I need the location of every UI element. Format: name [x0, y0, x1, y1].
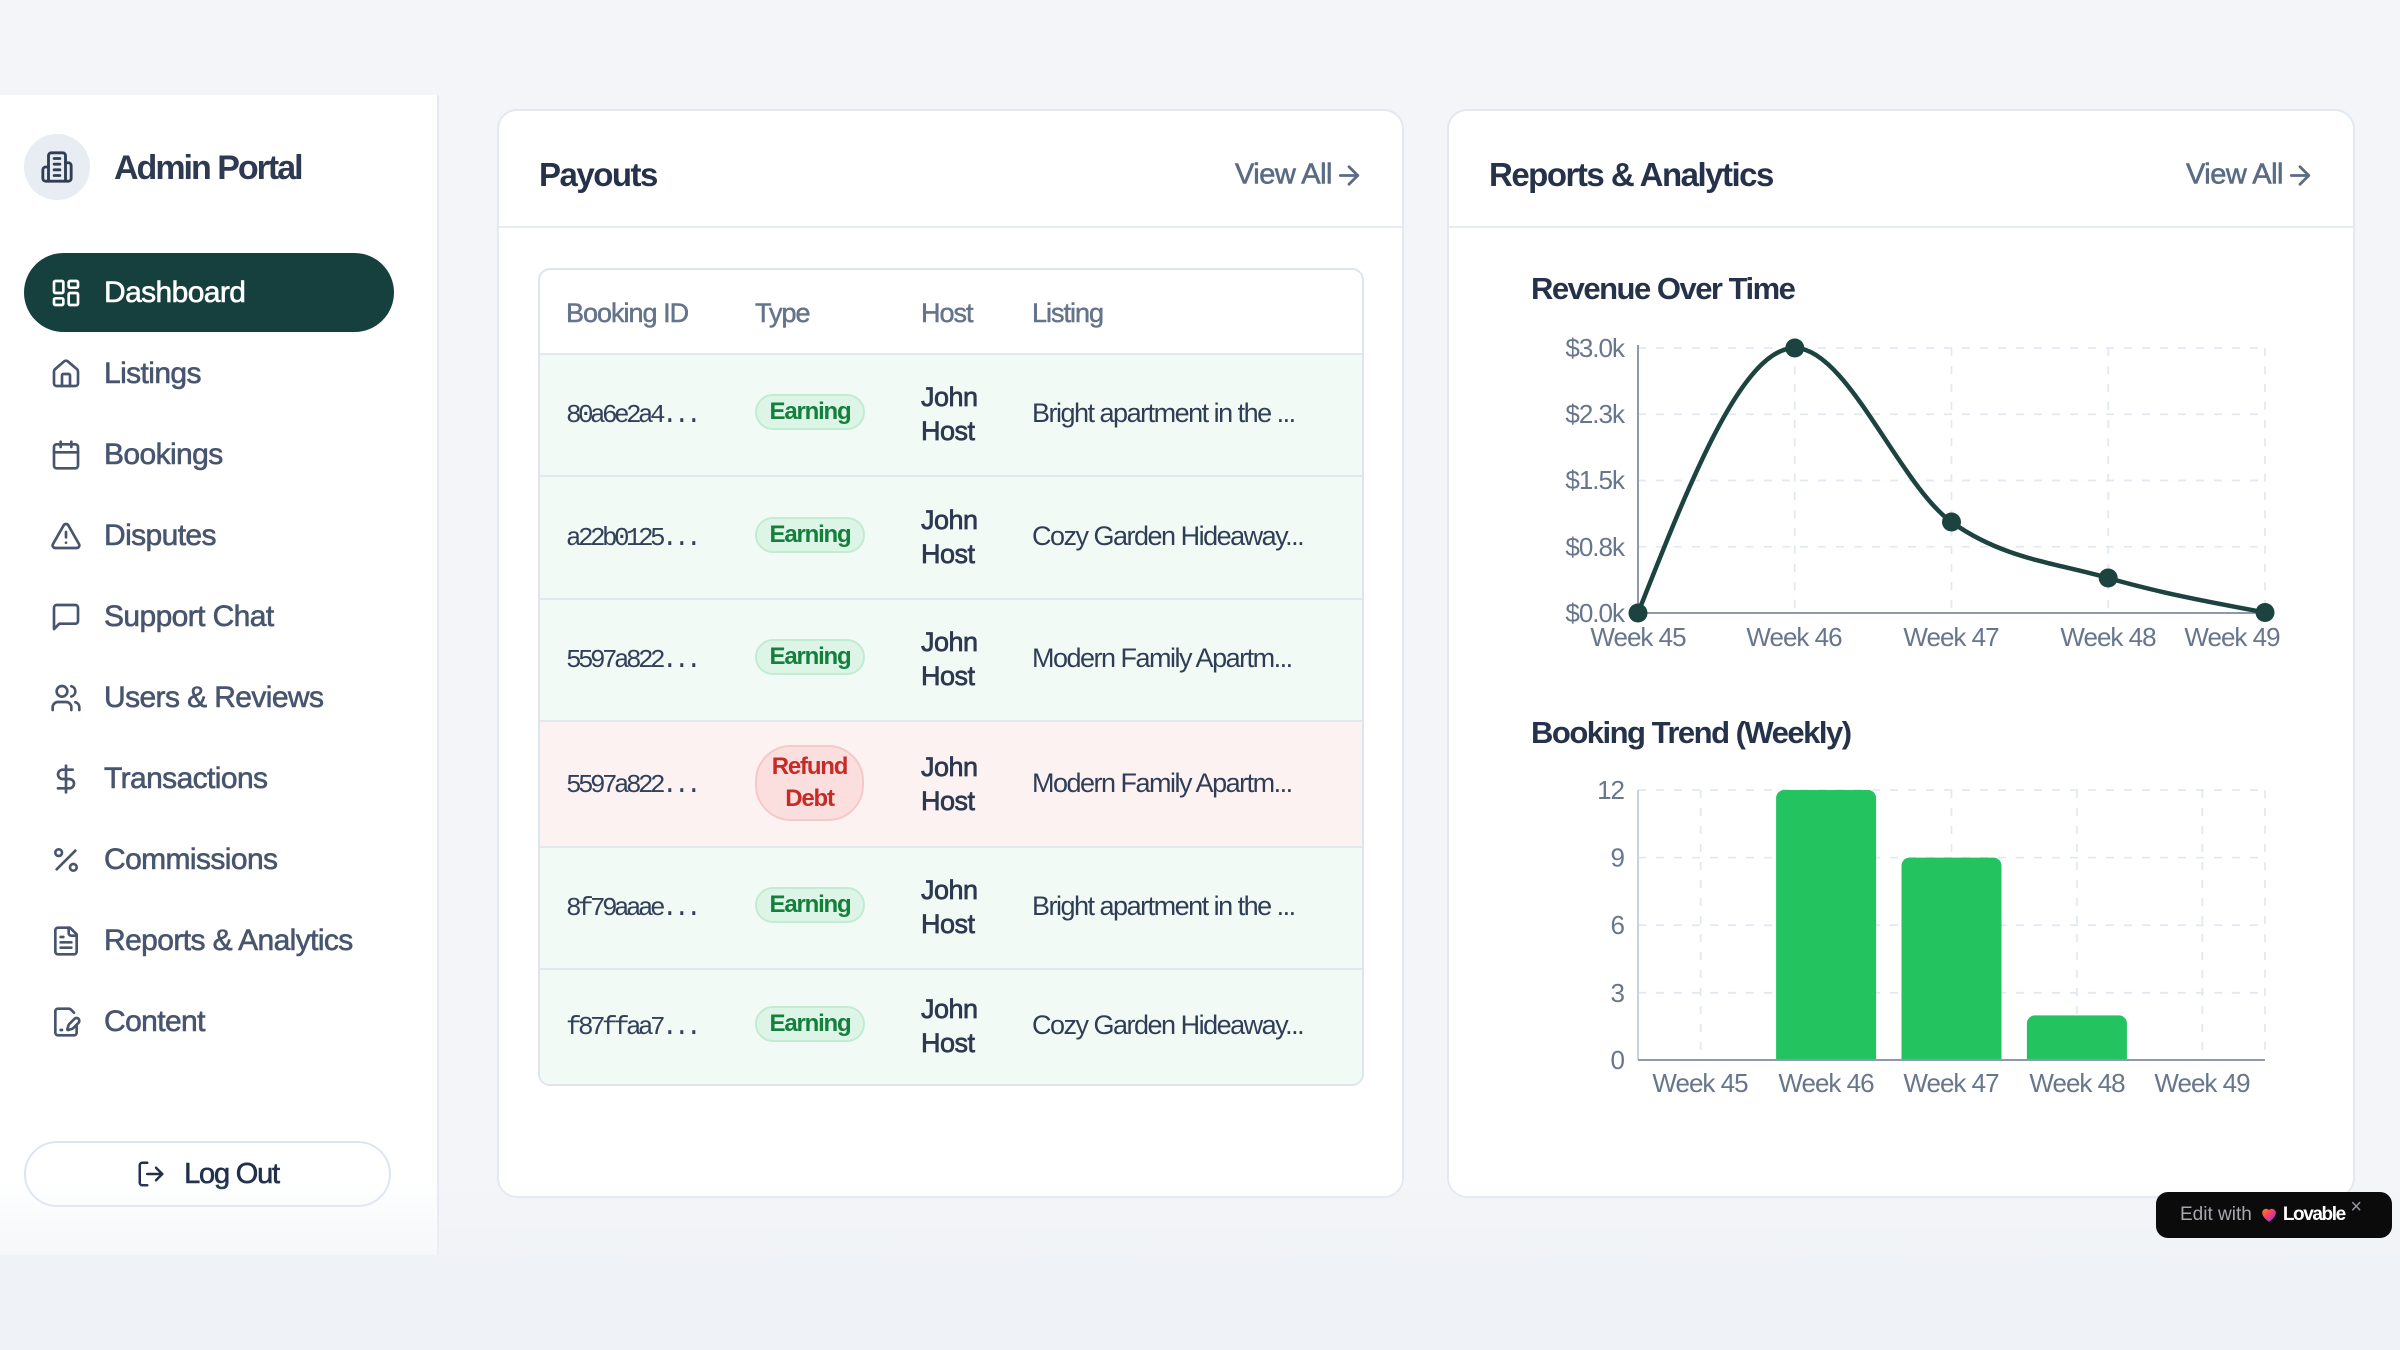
svg-text:$0.0k: $0.0k — [1565, 598, 1626, 628]
svg-text:0: 0 — [1611, 1045, 1625, 1075]
svg-text:Week 46: Week 46 — [1746, 622, 1842, 652]
svg-text:6: 6 — [1611, 910, 1625, 940]
svg-text:$2.3k: $2.3k — [1565, 399, 1626, 429]
svg-text:$0.8k: $0.8k — [1565, 532, 1626, 562]
svg-text:$1.5k: $1.5k — [1565, 465, 1626, 495]
svg-text:Week 47: Week 47 — [1903, 1068, 1999, 1098]
svg-text:$3.0k: $3.0k — [1565, 333, 1626, 363]
svg-text:Week 46: Week 46 — [1778, 1068, 1874, 1098]
svg-text:Week 48: Week 48 — [2060, 622, 2156, 652]
svg-text:Week 49: Week 49 — [2184, 622, 2280, 652]
svg-text:Week 45: Week 45 — [1652, 1068, 1748, 1098]
svg-text:Week 49: Week 49 — [2154, 1068, 2250, 1098]
svg-text:Week 45: Week 45 — [1590, 622, 1686, 652]
svg-text:Week 47: Week 47 — [1903, 622, 1999, 652]
svg-text:3: 3 — [1611, 978, 1625, 1008]
svg-text:12: 12 — [1597, 775, 1624, 805]
svg-text:Week 48: Week 48 — [2029, 1068, 2125, 1098]
svg-text:9: 9 — [1611, 843, 1625, 873]
